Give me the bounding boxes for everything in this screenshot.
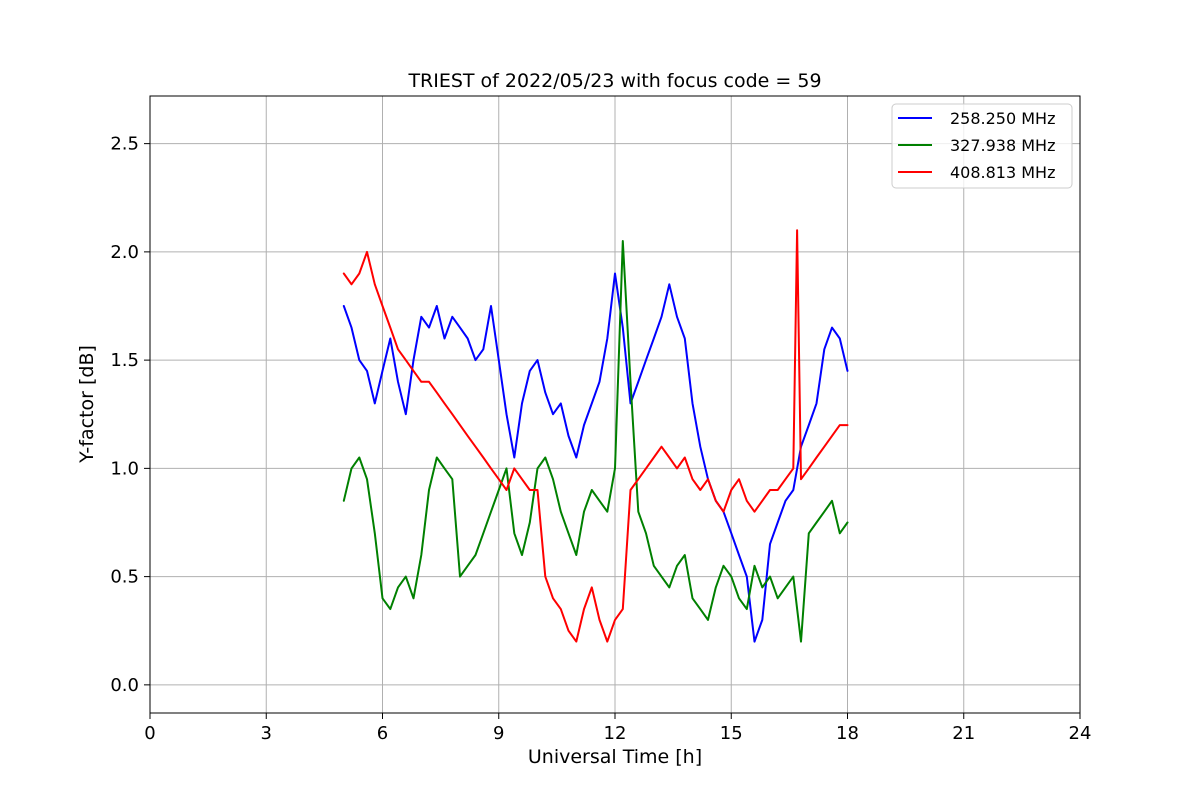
series-lines [342,229,849,643]
y-tick-label: 0.0 [110,675,139,696]
legend: 258.250 MHz 327.938 MHz 408.813 MHz [891,103,1073,189]
y-tick-label: 0.5 [110,567,139,588]
x-tick-label: 3 [261,723,272,744]
x-tick-label: 6 [377,723,388,744]
x-tick-label: 12 [604,723,627,744]
grid [149,96,1081,713]
x-tick-label: 9 [493,723,504,744]
y-tick-label: 1.5 [110,350,139,371]
y-tick-label: 2.5 [110,134,139,155]
x-tick-label: 24 [1069,723,1092,744]
legend-label: 327.938 MHz [950,136,1055,155]
legend-box [891,103,1073,189]
y-axis-ticks: 0.0 0.5 1.0 1.5 2.0 2.5 [110,134,150,696]
x-tick-label: 0 [144,723,155,744]
x-tick-label: 18 [836,723,859,744]
x-axis-ticks: 0 3 6 9 12 15 18 21 24 [144,713,1091,744]
y-tick-label: 1.0 [110,458,139,479]
legend-label: 258.250 MHz [950,109,1055,128]
legend-items: 258.250 MHz 327.938 MHz 408.813 MHz [898,109,1055,182]
series-line-1 [342,272,849,643]
y-tick-label: 2.0 [110,242,139,263]
legend-label: 408.813 MHz [950,163,1055,182]
y-axis-label: Y-factor [dB] [76,345,98,464]
x-tick-label: 21 [952,723,975,744]
series-line-2 [342,240,849,643]
x-tick-label: 15 [720,723,743,744]
series-line-3 [342,229,849,643]
x-axis-label: Universal Time [h] [528,746,702,768]
chart-title: TRIEST of 2022/05/23 with focus code = 5… [407,70,821,92]
